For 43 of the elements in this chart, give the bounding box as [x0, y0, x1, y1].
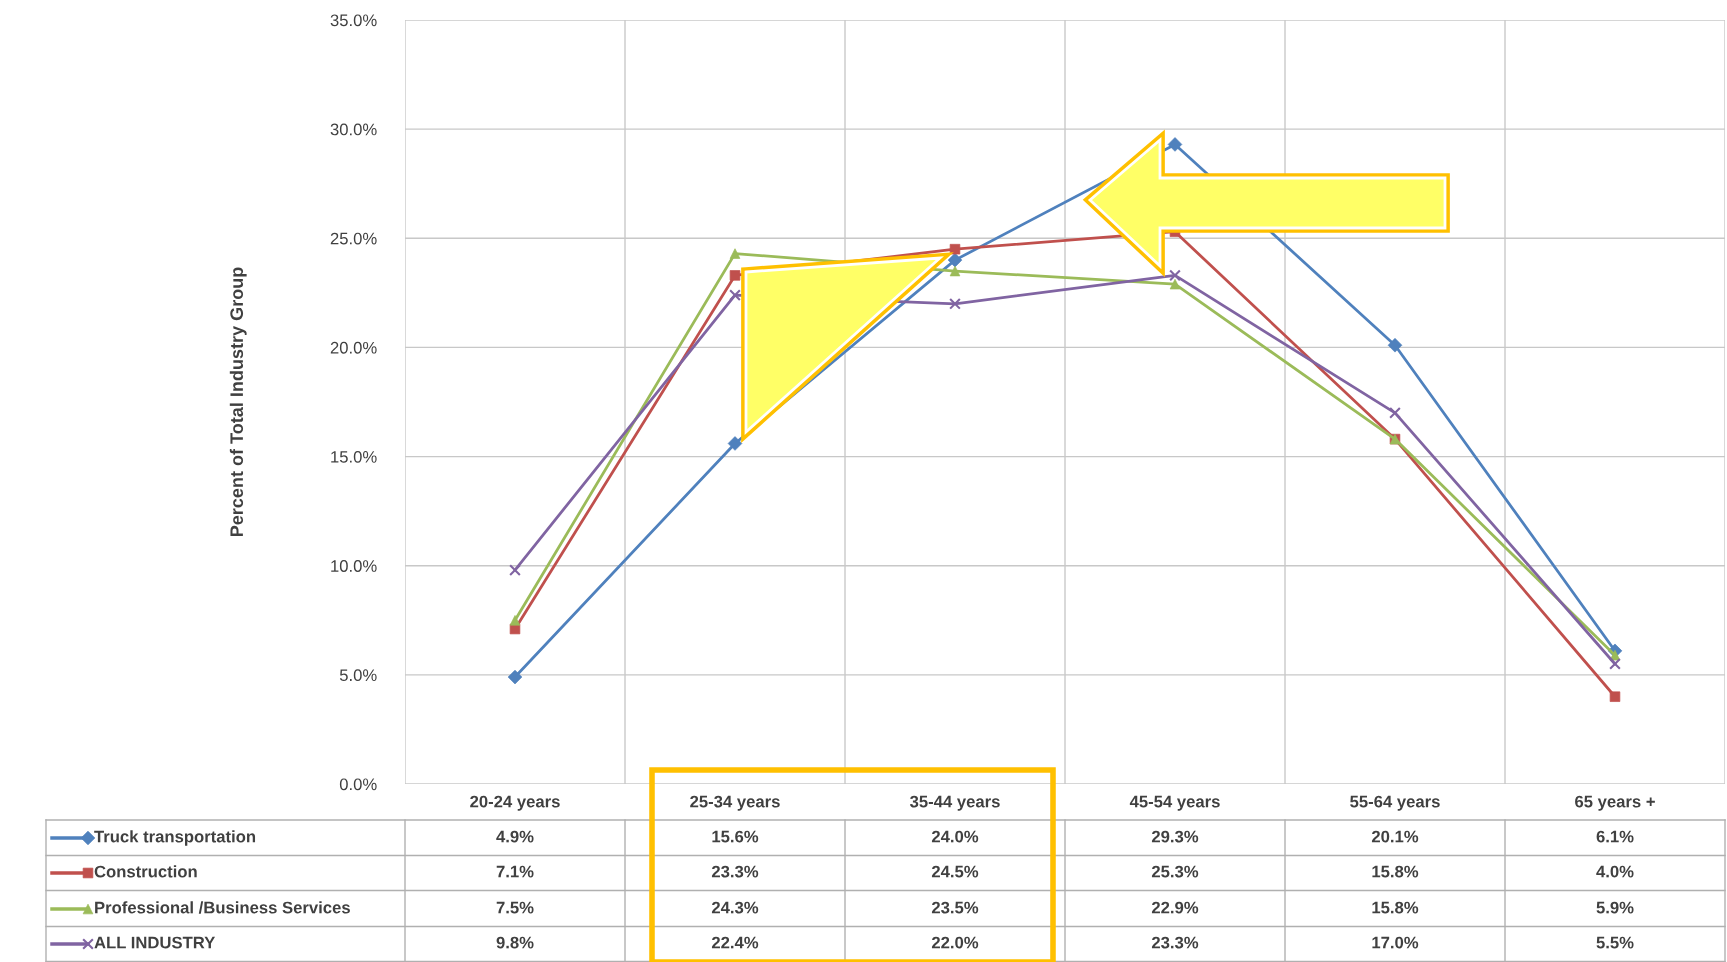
x-tick-label: 45-54 years [1129, 795, 1220, 811]
data-label: 4.9% [496, 830, 534, 843]
y-tick-label: 30.0% [330, 123, 377, 136]
legend-label: Construction [94, 865, 197, 878]
data-label: 4.0% [1596, 865, 1634, 878]
legend-label: ALL INDUSTRY [94, 936, 216, 949]
y-tick-label: 0.0% [339, 778, 377, 791]
data-label: 24.5% [931, 865, 979, 878]
data-label: 20.1% [1371, 830, 1419, 843]
x-tick-label: 25-34 years [690, 795, 780, 811]
data-label: 22.0% [931, 936, 979, 949]
data-label: 24.0% [931, 830, 979, 843]
data-label: 25.3% [1151, 865, 1199, 878]
data-label: 7.1% [496, 865, 534, 878]
data-label: 7.5% [496, 901, 534, 914]
data-label: 15.6% [712, 830, 759, 843]
data-label: 22.9% [1151, 901, 1199, 914]
data-label: 15.8% [1372, 901, 1419, 914]
y-tick-label: 5.0% [339, 669, 377, 682]
data-label: 5.5% [1596, 936, 1634, 949]
x-tick-label: 20-24 years [470, 795, 560, 811]
data-label: 9.8% [496, 936, 534, 949]
legend-label: Professional /Business Services [95, 901, 350, 914]
data-label: 29.3% [1151, 830, 1199, 843]
data-label: 22.4% [711, 936, 759, 949]
x-tick-label: 35-44 years [909, 795, 1000, 811]
y-tick-label: 15.0% [331, 450, 377, 463]
x-tick-label: 55-64 years [1350, 795, 1440, 811]
legend-label: Truck transportation [94, 830, 256, 846]
data-label: 23.3% [711, 865, 759, 878]
data-label: 24.3% [711, 901, 759, 914]
data-label: 23.3% [1151, 936, 1199, 949]
data-label: 5.9% [1596, 901, 1634, 914]
y-tick-label: 25.0% [330, 232, 377, 245]
y-tick-label: 10.0% [331, 560, 377, 572]
y-axis-title: Percent of Total Industry Group [229, 267, 247, 537]
data-label: 23.5% [931, 901, 979, 914]
data-label: 6.1% [1596, 830, 1634, 843]
data-label: 15.8% [1372, 865, 1419, 878]
y-tick-label: 20.0% [330, 341, 377, 354]
x-tick-label: 65 years + [1575, 795, 1655, 811]
data-label: 17.0% [1372, 936, 1419, 949]
y-tick-label: 35.0% [330, 14, 377, 27]
